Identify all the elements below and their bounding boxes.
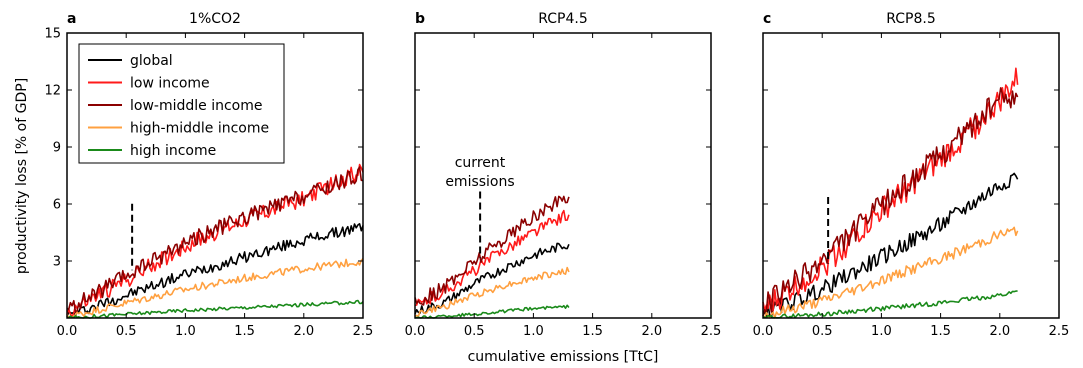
legend-label: low income [130,76,210,92]
x-tick-label: 1.0 [523,324,544,339]
series-line-low-income [762,67,1019,312]
x-axis-label: cumulative emissions [TtC] [468,349,659,365]
plot-frame [414,32,712,319]
x-tick-label: 2.5 [1049,324,1070,339]
x-tick-label: 0.0 [57,324,78,339]
panel-a: 0.0 0.5 1.0 1.5 2.0 2.5 3 6 9 12 15 a 1%CO2 [44,11,373,339]
current-emissions-annotation: current [455,155,506,171]
y-tick-label: 6 [53,198,61,213]
x-tick-label: 0.5 [116,324,137,339]
panel-a-lines [66,163,364,319]
panel-title: 1%CO2 [189,11,241,27]
series-line-high-income [67,299,364,319]
x-tick-label: 1.5 [234,324,255,339]
panel-c-lines [762,67,1019,319]
legend-label: low-middle income [130,98,263,114]
x-tick-label: 2.0 [641,324,662,339]
plot-frame [66,32,364,319]
legend-label: global [130,53,173,69]
series-line-high-income [763,290,1018,319]
series-line-high-income [414,304,570,319]
current-emissions-annotation: emissions [445,174,514,190]
panel-letter: b [415,11,425,27]
series-line-high-middle-income [66,258,364,319]
series-line-low-middle-income [762,87,1019,317]
y-tick-label: 12 [44,84,61,99]
x-tick-label: 0.0 [753,324,774,339]
x-tick-label: 0.5 [812,324,833,339]
y-tick-label: 3 [53,255,61,270]
series-line-global [66,223,364,318]
x-tick-label: 0.5 [464,324,485,339]
x-tick-label: 1.5 [582,324,603,339]
series-line-low-middle-income [66,166,364,314]
plot-frame [762,32,1060,319]
y-tick-label: 9 [53,141,61,156]
panel-b: 0.0 0.5 1.0 1.5 2.0 2.5 b RCP4.5 [405,11,722,339]
legend-label: high income [130,143,216,159]
x-tick-label: 1.5 [930,324,951,339]
x-tick-label: 0.0 [405,324,426,339]
panel-title: RCP4.5 [538,11,588,27]
series-line-global [414,242,570,315]
panel-c: 0.0 0.5 1.0 1.5 2.0 2.5 c RCP8.5 [753,11,1070,339]
series-line-high-middle-income [414,266,570,318]
y-tick-label: 15 [44,27,61,42]
x-tick-label: 2.5 [353,324,374,339]
legend-label: high-middle income [130,121,269,137]
series-line-high-middle-income [762,226,1019,319]
panel-title: RCP8.5 [886,11,936,27]
series-line-low-middle-income [414,195,570,306]
panel-letter: c [763,11,771,27]
x-tick-label: 2.0 [989,324,1010,339]
series-line-low-income [66,163,364,317]
x-tick-label: 1.0 [175,324,196,339]
panel-b-lines [414,195,570,319]
x-tick-label: 2.5 [701,324,722,339]
legend-box [78,43,285,164]
x-tick-label: 1.0 [871,324,892,339]
legend: global low income low-middle income high-mi… [78,43,285,164]
y-axis-label: productivity loss [% of GDP] [14,78,30,274]
series-line-low-income [414,209,570,307]
x-tick-label: 2.0 [293,324,314,339]
panel-letter: a [67,11,76,27]
